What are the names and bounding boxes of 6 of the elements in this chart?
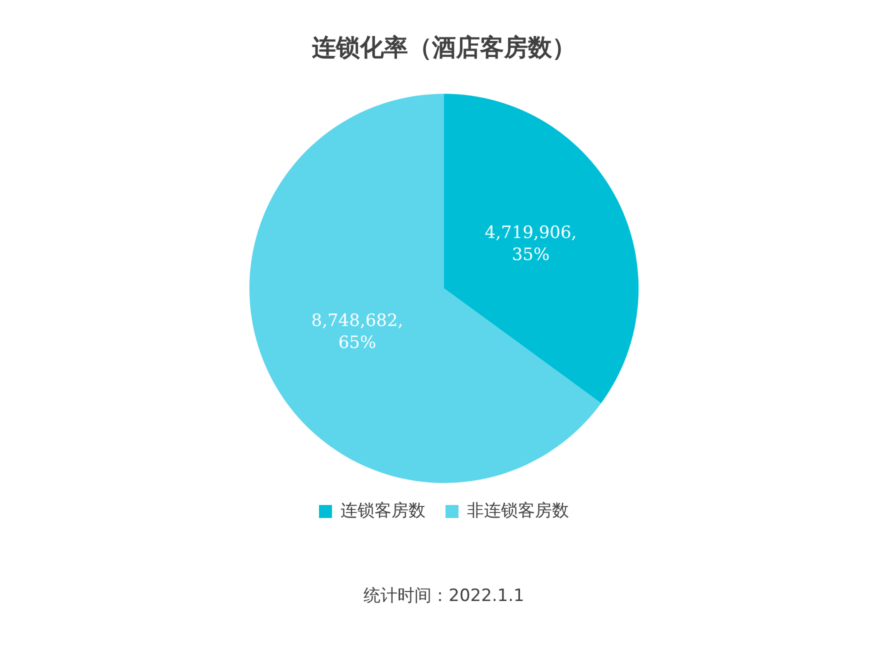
chart-title: 连锁化率（酒店客房数） [311,34,576,62]
data-label: 8,748,682, 65% [311,310,404,353]
legend-label: 连锁客房数 [340,500,426,521]
data-label: 4,719,906, 35% [484,222,577,265]
legend-label: 非连锁客房数 [467,500,569,521]
text: 统计时间：2022.1.1 [362,585,526,607]
